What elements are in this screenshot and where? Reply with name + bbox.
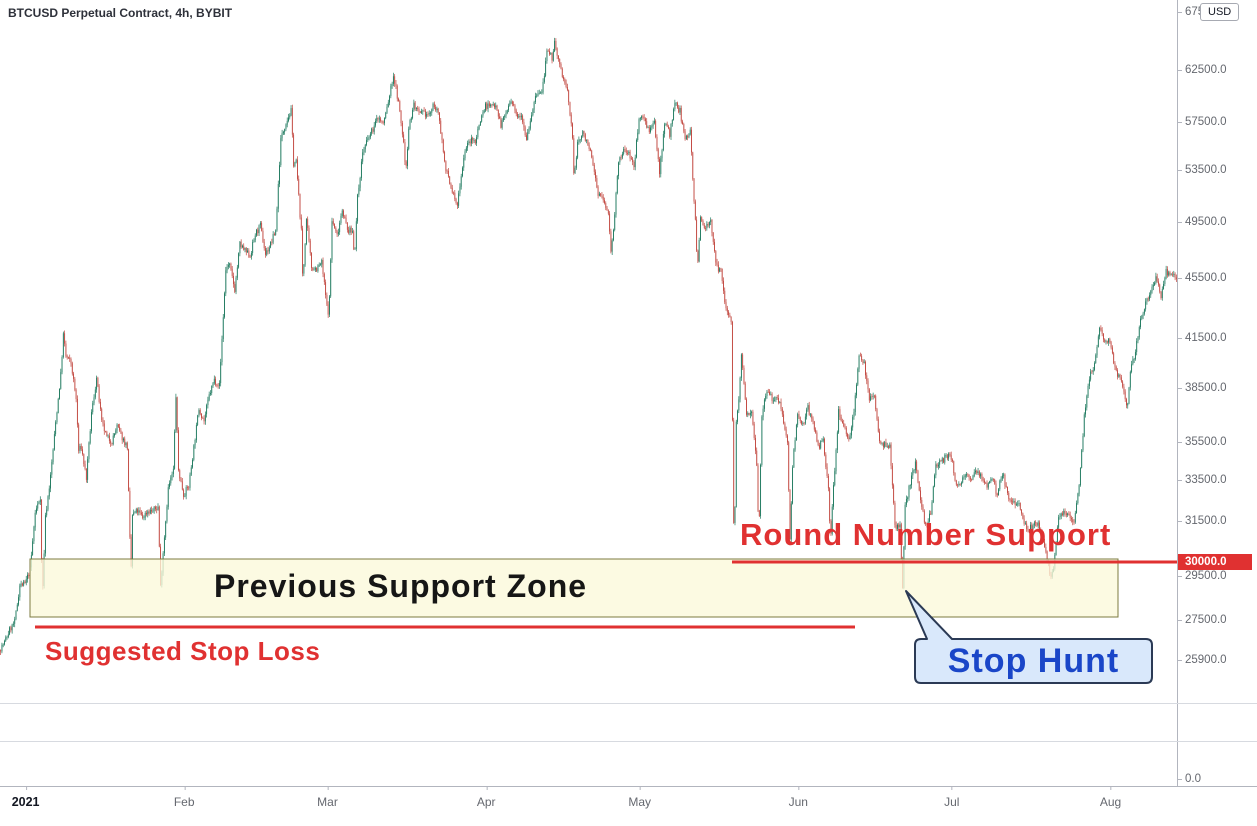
chart-plot-area[interactable]: BTCUSD Perpetual Contract, 4h, BYBIT Rou…	[0, 0, 1177, 786]
suggested-stop-loss-label[interactable]: Suggested Stop Loss	[45, 636, 321, 666]
support-zone-rect[interactable]	[29, 558, 1119, 618]
price-tick-label: 29500.0	[1178, 570, 1227, 582]
price-tick-label: 35500.0	[1178, 436, 1227, 448]
price-tick-label: 27500.0	[1178, 614, 1227, 626]
time-axis-label: 2021	[11, 786, 40, 809]
price-tick-label: 25900.0	[1178, 654, 1227, 666]
stop-hunt-callout[interactable]	[905, 590, 1153, 684]
previous-support-zone-label[interactable]: Previous Support Zone	[214, 568, 588, 604]
price-tick-label: 53500.0	[1178, 164, 1227, 176]
candlestick-chart	[0, 37, 1177, 655]
price-tick-label: 0.0	[1178, 773, 1201, 785]
price-line-label-30000[interactable]: 30000.0	[1178, 554, 1252, 570]
symbol-legend[interactable]: BTCUSD Perpetual Contract, 4h, BYBIT	[8, 6, 233, 20]
price-tick-label: 38500.0	[1178, 382, 1227, 394]
price-tick-label: 31500.0	[1178, 515, 1227, 527]
time-axis-label: Apr	[476, 786, 496, 809]
time-axis-label: Feb	[173, 786, 195, 809]
time-axis[interactable]: 2021 Feb Mar Apr May Jun Jul Aug	[0, 786, 1257, 826]
price-tick-label: 49500.0	[1178, 216, 1227, 228]
pane-separator[interactable]	[0, 703, 1257, 704]
candlestick-series	[0, 37, 1177, 655]
price-tick-label: 45500.0	[1178, 272, 1227, 284]
stop-hunt-label[interactable]: Stop Hunt	[947, 642, 1120, 680]
annotations-overlay	[29, 558, 1177, 684]
price-axis[interactable]: 67500.062500.057500.053500.049500.045500…	[1177, 0, 1257, 786]
price-tick-label: 33500.0	[1178, 474, 1227, 486]
time-axis-label: Aug	[1099, 786, 1122, 809]
currency-toggle-button[interactable]: USD	[1200, 3, 1240, 21]
time-axis-label: May	[628, 786, 652, 809]
time-axis-label: Mar	[317, 786, 338, 809]
pane-separator[interactable]	[0, 741, 1257, 742]
round-number-support-label[interactable]: Round Number Support	[740, 517, 1112, 552]
price-tick-label: 57500.0	[1178, 116, 1227, 128]
price-tick-label: 62500.0	[1178, 64, 1227, 76]
price-tick-label: 41500.0	[1178, 332, 1227, 344]
time-axis-label: Jul	[944, 786, 960, 809]
time-axis-label: Jun	[788, 786, 808, 809]
